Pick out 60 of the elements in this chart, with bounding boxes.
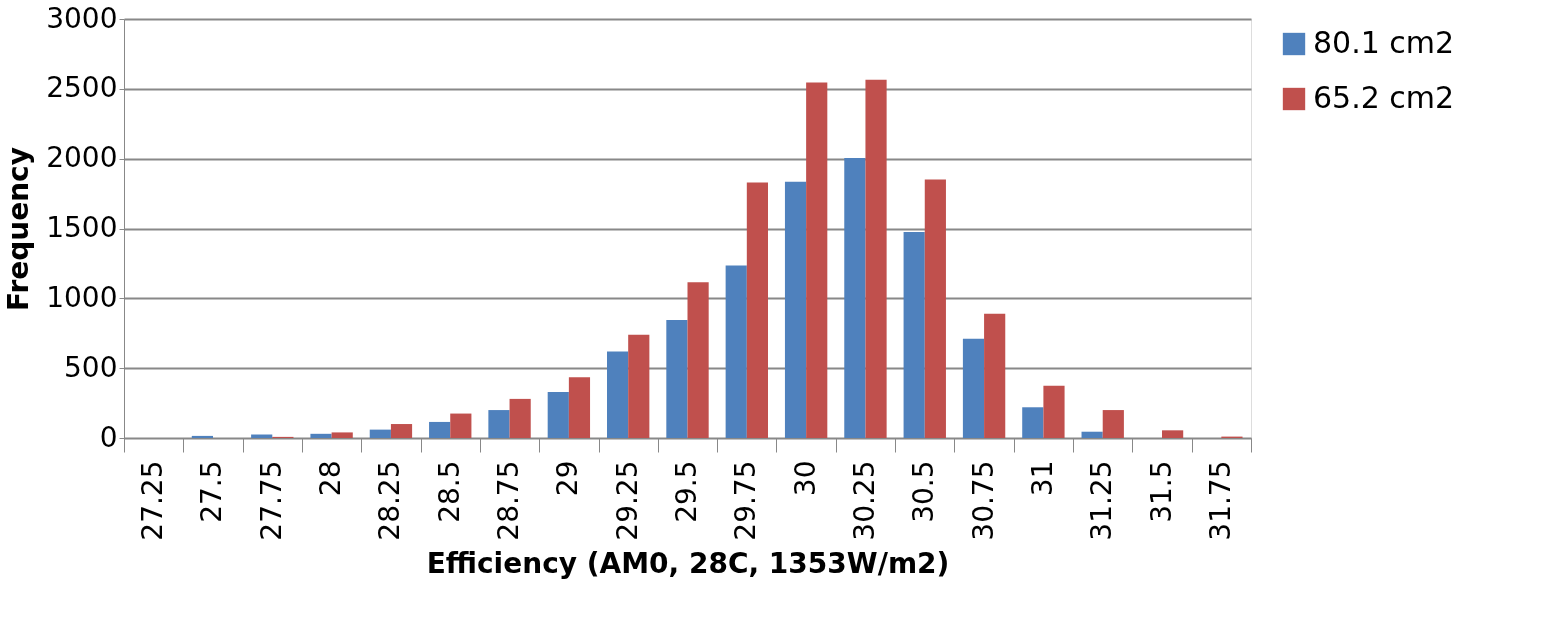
x-tick-label: 27.75: [254, 460, 288, 541]
bar: [191, 435, 213, 438]
bar: [903, 231, 925, 438]
x-tick-label: 30: [788, 460, 822, 497]
bar: [962, 338, 985, 438]
x-tick-label: 31: [1025, 460, 1059, 497]
x-tick-label: 28.25: [373, 460, 407, 541]
x-tick-label: 31.25: [1085, 460, 1119, 541]
bar: [844, 157, 866, 438]
y-tick-label: 1000: [46, 280, 118, 314]
legend-label: 65.2 cm2: [1313, 80, 1455, 115]
bar: [687, 282, 709, 438]
y-tick-label: 2500: [46, 71, 118, 105]
bar: [806, 82, 828, 438]
legend-label: 80.1 cm2: [1313, 25, 1455, 60]
x-tick-label: 29: [551, 460, 585, 497]
bar: [450, 413, 472, 438]
x-tick-label: 28.75: [492, 460, 526, 541]
y-axis-title: Frequency: [2, 147, 36, 311]
bar: [547, 391, 569, 438]
bar: [628, 334, 650, 438]
bar: [390, 424, 413, 438]
x-tick-label: 30.5: [907, 460, 941, 523]
bar: [509, 398, 531, 438]
bar: [331, 432, 353, 438]
x-tick-label: 30.75: [966, 460, 1000, 541]
x-tick-label: 28: [314, 460, 348, 497]
x-axis-title: Efficiency (AM0, 28C, 1353W/m2): [426, 546, 950, 580]
bar: [924, 179, 946, 438]
bar: [666, 319, 688, 438]
bar: [1043, 385, 1065, 438]
bar: [865, 79, 887, 438]
bar: [1102, 410, 1124, 438]
y-tick-label: 0: [99, 420, 118, 454]
y-tick-label: 1500: [46, 211, 118, 244]
x-tick-label: 29.25: [610, 460, 644, 541]
bar: [725, 265, 747, 438]
x-tick-label: 31.5: [1144, 460, 1178, 523]
bar: [1162, 430, 1184, 438]
x-tick-label: 29.75: [729, 460, 763, 541]
bar: [429, 421, 451, 438]
bar: [310, 433, 332, 438]
x-tick-label: 31.75: [1203, 460, 1237, 541]
bar: [1081, 431, 1103, 438]
bar: [1022, 407, 1044, 438]
y-tick-label: 2000: [46, 141, 118, 175]
y-tick-label: 500: [64, 350, 118, 384]
bar: [784, 181, 807, 438]
bar: [369, 429, 391, 438]
bar: [568, 377, 591, 438]
x-tick-label: 27.25: [136, 460, 170, 541]
x-tick-label: 30.25: [847, 460, 881, 541]
x-tick-label: 29.5: [670, 460, 703, 523]
x-tick-label: 27.5: [195, 460, 229, 523]
bar: [488, 410, 510, 438]
bar: [984, 313, 1006, 438]
x-tick-label: 28.5: [432, 460, 466, 523]
bar: [746, 182, 768, 438]
bar: [607, 351, 629, 438]
y-tick-label: 3000: [46, 1, 118, 35]
